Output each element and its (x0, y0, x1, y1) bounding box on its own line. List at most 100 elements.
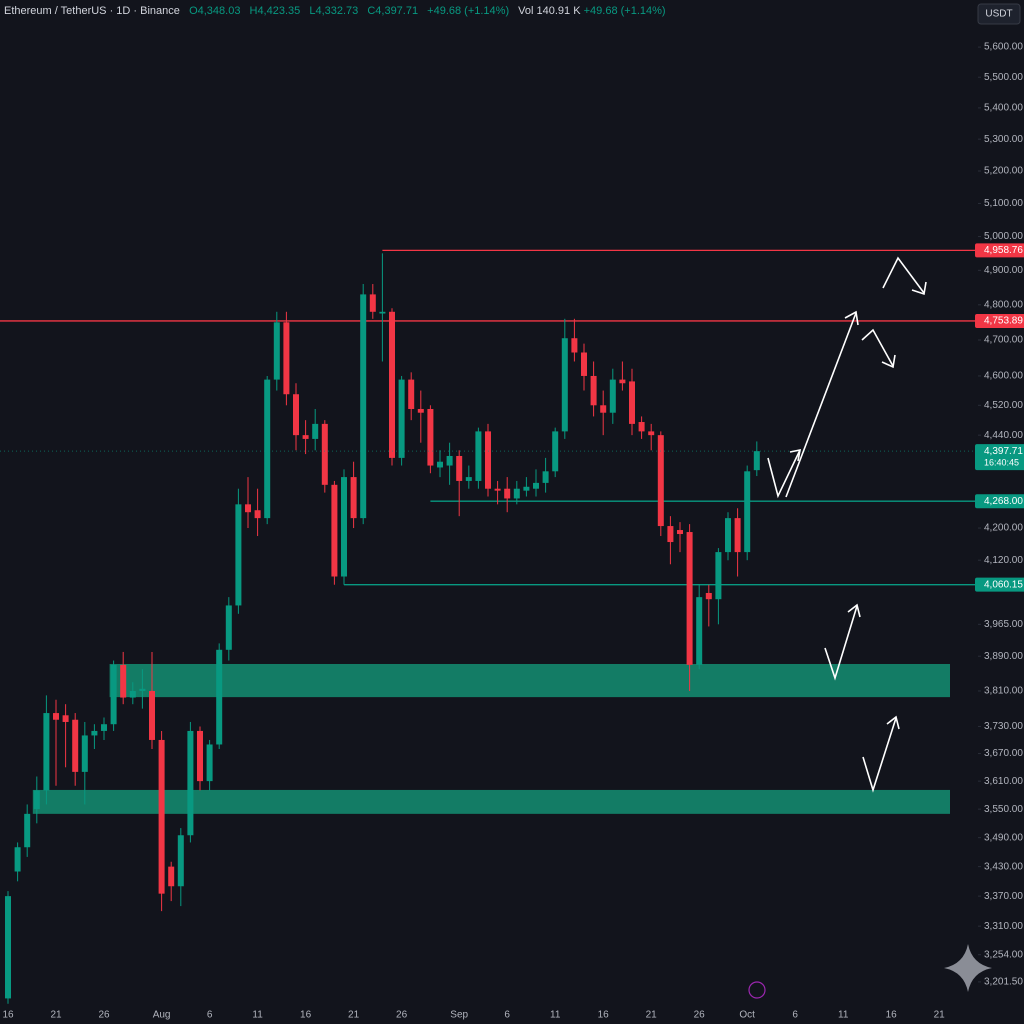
y-tick-label: 3,201.50 (984, 977, 1023, 988)
arrow-head (789, 448, 801, 462)
candle-body (216, 649, 223, 745)
candle-body (725, 518, 731, 553)
arrow-head (844, 310, 859, 326)
y-tick-label: 4,700.00 (984, 335, 1023, 346)
ohlc-value: C4,397.71 (367, 5, 419, 17)
candle-body (619, 379, 626, 384)
candle-body (101, 724, 107, 731)
candle-body (427, 408, 434, 466)
x-tick-label: 21 (934, 1010, 946, 1021)
price-badge (975, 494, 1024, 509)
candle-body (456, 455, 463, 481)
candle-body (312, 423, 319, 439)
candle-body (437, 461, 443, 468)
countdown: 16:40:45 (984, 458, 1019, 468)
candle-body (53, 713, 59, 720)
y-tick-label: 4,440.00 (984, 430, 1023, 441)
symbol-title: Ethereum / TetherUS · 1D · Binance (4, 5, 180, 17)
candle-body (600, 405, 607, 413)
candle-body (24, 813, 31, 848)
last-price-label: 4,397.71 (984, 446, 1023, 457)
arrow-head (911, 281, 927, 296)
candle-body (667, 526, 674, 543)
y-tick-label: 4,120.00 (984, 555, 1023, 566)
currency-box[interactable] (977, 3, 1021, 25)
candle-body (513, 488, 520, 499)
candle-body (533, 482, 539, 489)
y-tick-label: 3,965.00 (984, 619, 1023, 630)
candle-body (283, 322, 290, 395)
replay-icon[interactable] (748, 981, 766, 999)
arrow-head (847, 603, 861, 618)
ohlc-value: L4,332.73 (309, 5, 359, 17)
candle-body (696, 597, 703, 665)
candle-body (417, 408, 424, 413)
currency[interactable]: USDT (985, 9, 1012, 20)
candle-body (177, 835, 184, 887)
candle-body (744, 471, 751, 553)
arrow-drawing (785, 312, 857, 498)
y-tick-label: 3,610.00 (984, 776, 1023, 787)
x-tick-label: 21 (50, 1010, 62, 1021)
candle-body (149, 690, 155, 740)
x-tick-label: Aug (153, 1010, 171, 1021)
y-tick-label: 3,810.00 (984, 686, 1023, 697)
x-tick-label: 6 (792, 1010, 798, 1021)
candle-body (398, 379, 405, 458)
sparkle-icon (944, 944, 992, 992)
candle-body (139, 688, 146, 691)
x-tick-label: 21 (348, 1010, 360, 1021)
candle-body (629, 381, 635, 424)
candle-body (120, 664, 127, 698)
y-tick-label: 4,600.00 (984, 371, 1023, 382)
last-price-badge (975, 444, 1024, 471)
x-tick-label: 26 (98, 1010, 110, 1021)
candle-body (465, 477, 472, 481)
candle-body (302, 435, 309, 439)
y-tick-label: 4,800.00 (984, 299, 1023, 310)
candle-body (129, 690, 136, 698)
price-badge-label: 4,268.00 (984, 496, 1023, 507)
candle-body (581, 352, 587, 376)
x-tick-label: Sep (450, 1010, 468, 1021)
candle-body (225, 605, 232, 650)
candle-body (14, 847, 21, 872)
candle-body (360, 294, 367, 519)
arrow-head (881, 354, 896, 369)
plot: 16 21 26 Aug 6 11 16 21 26 Sep 6 11 16 21 26 Oct 6 11 16 21… (0, 42, 1024, 1021)
candle-body (408, 379, 415, 409)
volume-change: +49.68 (+1.14%) (583, 5, 666, 17)
candle-body (264, 379, 271, 519)
change-value: +49.68 (+1.14%) (427, 5, 510, 17)
x-tick-label: 16 (886, 1010, 898, 1021)
y-tick-label: 4,900.00 (984, 265, 1023, 276)
candle-body (590, 375, 597, 406)
candle-body (350, 477, 357, 519)
support-zone (32, 789, 951, 814)
x-tick-label: 6 (207, 1010, 213, 1021)
arrow-drawing (767, 449, 801, 499)
candle-body (168, 866, 175, 887)
candle-body (110, 664, 117, 725)
candle-body (494, 488, 501, 491)
x-tick-label: 16 (300, 1010, 312, 1021)
y-tick-label: 5,300.00 (984, 134, 1023, 145)
candle-body (81, 735, 88, 772)
candle-body (753, 451, 760, 471)
y-tick-label: 3,430.00 (984, 861, 1023, 872)
candle-body (446, 455, 453, 466)
candle-body (552, 431, 559, 472)
x-tick-label: 6 (504, 1010, 510, 1021)
y-tick-label: 3,490.00 (984, 832, 1023, 843)
candle-body (677, 530, 683, 535)
y-tick-label: 4,520.00 (984, 400, 1023, 411)
y-tick-label: 3,370.00 (984, 891, 1023, 902)
candle-body (571, 338, 578, 353)
y-tick-label: 5,200.00 (984, 166, 1023, 177)
candle-body (715, 552, 722, 600)
y-tick-label: 5,400.00 (984, 103, 1023, 114)
candle-body (657, 435, 664, 527)
candle-body (293, 394, 299, 436)
y-tick-label: 3,254.00 (984, 949, 1023, 960)
